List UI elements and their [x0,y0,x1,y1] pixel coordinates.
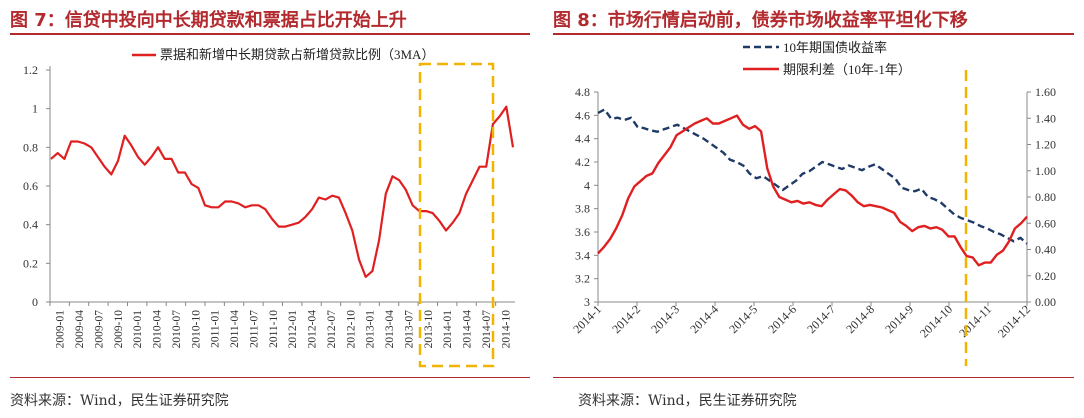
x-tick-label: 2012-04 [307,310,319,349]
figure-8-title: 图 8：市场行情启动前，债券市场收益率平坦化下移 [553,10,968,31]
figure-8-source-rule [553,377,1074,378]
right-y-tick-label: 1.40 [1035,111,1056,125]
right-y-tick-label: 0.60 [1035,216,1056,230]
figure-8-panel: 图 8：市场行情启动前，债券市场收益率平坦化下移 3 3.2 3.4 3.6 3.8 4 4… [553,0,1074,418]
x-tick-label: 2009-01 [55,310,67,349]
x-tick-label: 2012-10 [345,310,357,349]
x-tick-label: 2009-10 [113,310,125,349]
x-tick-label: 2010-01 [132,310,144,349]
right-y-tick-label: 0.40 [1035,243,1056,257]
highlight-box [418,62,495,368]
figure-7-chart: 0 0.2 0.4 0.6 0.8 1 1.2 2009-01 2009-04 2009-07 20… [23,47,515,368]
x-tick-label: 2014-9 [882,302,916,336]
yield-series-line [597,108,1028,245]
x-tick-label: 2013-04 [384,310,396,349]
x-tick-label: 2014-04 [462,310,474,349]
figure-7-source-rule [10,377,530,378]
x-tick-label: 2009-07 [93,310,105,349]
y-tick-label: 1.2 [23,63,38,77]
x-tick-label: 2011-10 [268,310,280,348]
figure-7-panel: 图 7：信贷中投向中长期贷款和票据占比开始上升 0 0.2 0.4 0.6 0.8 1 1.… [10,0,530,418]
x-tick-label: 2012-07 [326,310,338,349]
x-tick-label: 2013-07 [403,310,415,349]
y-tick-label: 0.4 [23,218,38,232]
x-tick-label: 2011-04 [229,310,241,348]
figure-8-source: 资料来源：Wind，民生证券研究院 [578,393,797,409]
right-y-tick-label: 0.20 [1035,269,1056,283]
figure-7-source: 资料来源：Wind，民生证券研究院 [10,393,229,409]
left-y-tick-label: 4.2 [575,155,590,169]
x-tick-label: 2014-3 [648,302,682,336]
right-y-tick-label: 0.00 [1035,295,1056,309]
left-y-tick-label: 4.4 [575,132,590,146]
left-y-tick-label: 3.4 [575,248,590,262]
x-tick-label: 2014-10 [917,302,955,340]
y-tick-label: 1 [32,102,38,116]
right-y-tick-label: 1.00 [1035,164,1056,178]
x-tick-label: 2010-04 [152,310,164,349]
left-y-tick-label: 3.8 [575,202,590,216]
x-tick-label: 2014-7 [804,302,838,336]
x-tick-label: 2014-8 [843,302,877,336]
left-y-tick-label: 4 [584,178,590,192]
right-y-tick-label: 1.60 [1035,85,1056,99]
right-y-tick-label: 1.20 [1035,138,1056,152]
x-tick-label: 2010-10 [190,310,202,349]
legend-label: 票据和新增中长期贷款占新增贷款比例（3MA） [160,47,434,62]
x-tick-label: 2013-01 [365,310,377,349]
x-tick-label: 2010-07 [171,310,183,349]
y-tick-label: 0 [32,295,38,309]
x-tick-label: 2011-01 [210,310,222,348]
spread-series-line [597,114,1028,267]
x-tick-label: 2014-10 [500,310,512,349]
x-tick-label: 2014-4 [687,302,721,336]
x-tick-label: 2014-07 [481,310,493,349]
x-tick-label: 2014-01 [442,310,454,349]
left-y-tick-label: 4.6 [575,108,590,122]
x-tick-label: 2013-10 [423,310,435,349]
left-y-tick-label: 4.8 [575,85,590,99]
left-y-tick-label: 3 [584,295,590,309]
x-tick-label: 2014-5 [726,302,760,336]
y-tick-label: 0.6 [23,179,38,193]
legend-label: 10年期国债收益率 [783,40,887,55]
right-y-tick-label: 0.80 [1035,190,1056,204]
x-tick-label: 2014-11 [956,302,994,340]
figure-8-chart: 3 3.2 3.4 3.6 3.8 4 4.2 4.4 4.6 4.8 0.00 0.20 0.40 0.… [570,40,1056,366]
x-tick-label: 2012-01 [287,310,299,349]
y-tick-label: 0.8 [23,140,38,154]
left-y-tick-label: 3.2 [575,272,590,286]
figure-8-title-rule [553,33,1074,35]
x-tick-label: 2009-04 [74,310,86,349]
x-tick-label: 2011-07 [248,310,260,348]
x-tick-label: 2014-12 [995,302,1033,340]
figure-7-title: 图 7：信贷中投向中长期贷款和票据占比开始上升 [10,10,407,31]
x-tick-label: 2014-2 [609,302,643,336]
figure-7-title-rule [10,33,530,35]
series-line [50,105,515,278]
legend-label: 期限利差（10年-1年） [783,62,911,77]
x-tick-label: 2014-6 [765,302,799,336]
left-y-tick-label: 3.6 [575,225,590,239]
y-tick-label: 0.2 [23,256,38,270]
